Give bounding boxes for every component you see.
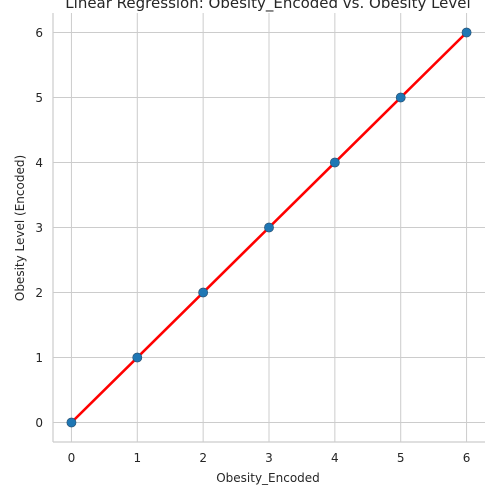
x-tick-label: 4 bbox=[331, 451, 339, 465]
data-point bbox=[461, 27, 472, 38]
x-tick-label: 2 bbox=[199, 451, 207, 465]
data-point bbox=[132, 352, 143, 363]
tick-labels: 0 1 2 3 4 5 6 0 1 2 3 4 5 6 bbox=[35, 26, 470, 465]
x-tick-label: 0 bbox=[68, 451, 76, 465]
data-point bbox=[264, 222, 274, 233]
y-tick-label: 2 bbox=[35, 286, 43, 300]
data-point bbox=[395, 92, 406, 103]
data-points bbox=[66, 27, 472, 428]
chart-title: Linear Regression: Obesity_Encoded vs. O… bbox=[65, 0, 470, 13]
y-tick-label: 0 bbox=[35, 416, 43, 430]
data-point bbox=[198, 287, 209, 298]
y-tick-label: 4 bbox=[35, 156, 43, 170]
grid bbox=[53, 13, 485, 442]
data-point bbox=[329, 157, 340, 168]
y-tick-label: 5 bbox=[35, 91, 43, 105]
data-point bbox=[66, 417, 77, 428]
x-tick-label: 1 bbox=[133, 451, 141, 465]
x-tick-label: 3 bbox=[265, 451, 273, 465]
axes-spines bbox=[52, 13, 485, 443]
y-axis-label: Obesity Level (Encoded) bbox=[13, 155, 27, 301]
x-tick-label: 6 bbox=[463, 451, 471, 465]
y-tick-label: 1 bbox=[35, 351, 43, 365]
y-tick-label: 3 bbox=[35, 221, 43, 235]
y-tick-label: 6 bbox=[35, 26, 43, 40]
x-axis-label: Obesity_Encoded bbox=[216, 471, 320, 485]
x-tick-label: 5 bbox=[397, 451, 405, 465]
